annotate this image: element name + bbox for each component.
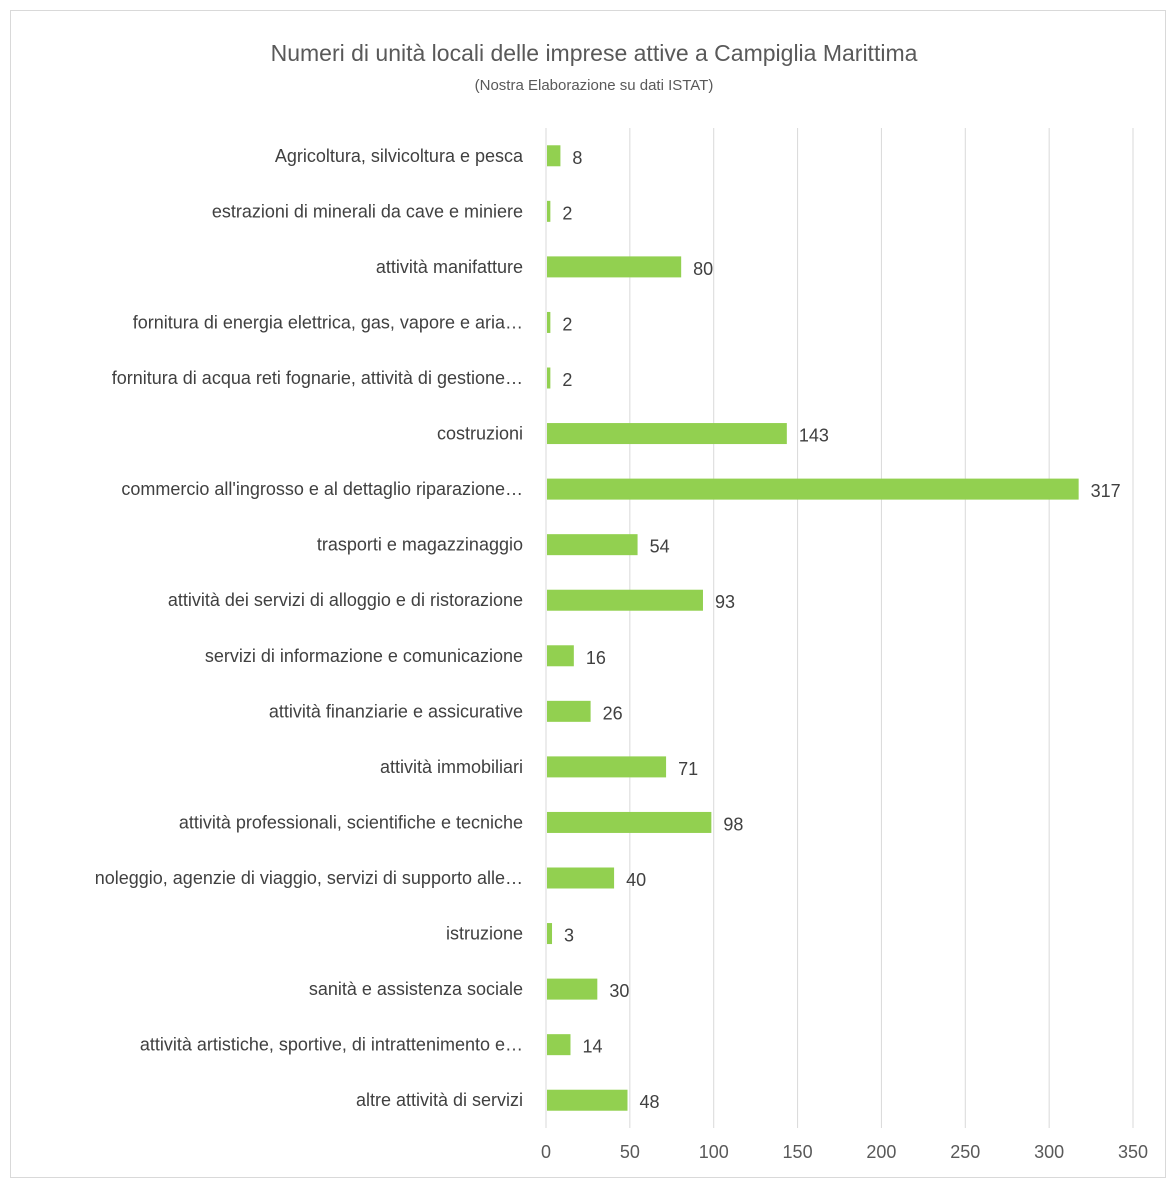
category-label: commercio all'ingrosso e al dettaglio ri… — [121, 479, 523, 499]
category-label: sanità e assistenza sociale — [309, 979, 523, 999]
data-label: 2 — [562, 370, 572, 390]
bar — [547, 1034, 571, 1056]
value-labels: 8 2 80 2 2 143 317 54 93 16 26 71 98 40 3 30 14 48 — [562, 148, 1120, 1112]
bar — [547, 978, 598, 1000]
data-label: 93 — [715, 592, 735, 612]
x-tick-label: 350 — [1118, 1142, 1148, 1162]
data-label: 2 — [562, 314, 572, 334]
bar — [547, 311, 551, 333]
bar — [547, 423, 787, 445]
bars — [547, 145, 1079, 1111]
bar — [547, 256, 682, 278]
x-tick-labels: 0 50 100 150 200 250 300 350 — [541, 1142, 1148, 1162]
bar — [547, 1089, 628, 1111]
category-labels: Agricoltura, silvicoltura e pesca estrazi… — [95, 146, 524, 1110]
x-tick-label: 300 — [1034, 1142, 1064, 1162]
category-label: attività professionali, scientifiche e t… — [179, 812, 523, 832]
bar — [547, 645, 574, 667]
chart-title: Numeri di unità locali delle imprese att… — [270, 40, 918, 66]
category-label: Agricoltura, silvicoltura e pesca — [275, 146, 524, 166]
category-label: istruzione — [446, 924, 523, 944]
category-label: attività manifatture — [376, 257, 523, 277]
category-label: fornitura di acqua reti fognarie, attivi… — [112, 368, 523, 388]
data-label: 98 — [723, 814, 743, 834]
x-tick-label: 100 — [699, 1142, 729, 1162]
category-label: costruzioni — [437, 424, 523, 444]
category-label: attività immobiliari — [380, 757, 523, 777]
category-label: trasporti e magazzinaggio — [317, 535, 523, 555]
bar — [547, 534, 638, 556]
bar — [547, 923, 553, 945]
x-tick-label: 50 — [620, 1142, 640, 1162]
x-tick-label: 250 — [950, 1142, 980, 1162]
bar — [547, 145, 561, 167]
x-tick-label: 0 — [541, 1142, 551, 1162]
bar — [547, 700, 591, 722]
data-label: 30 — [609, 981, 629, 1001]
data-label: 143 — [799, 426, 829, 446]
chart-subtitle: (Nostra Elaborazione su dati ISTAT) — [474, 77, 714, 94]
data-label: 80 — [693, 259, 713, 279]
data-label: 40 — [626, 870, 646, 890]
gridlines — [545, 128, 1134, 1128]
bar — [547, 811, 712, 833]
data-label: 16 — [586, 648, 606, 668]
data-label: 317 — [1091, 481, 1121, 501]
category-label: servizi di informazione e comunicazione — [205, 646, 523, 666]
category-label: altre attività di servizi — [356, 1090, 523, 1110]
x-tick-label: 200 — [866, 1142, 896, 1162]
data-label: 8 — [572, 148, 582, 168]
data-label: 48 — [640, 1092, 660, 1112]
data-label: 14 — [582, 1037, 602, 1057]
bar — [547, 867, 615, 889]
data-label: 26 — [603, 703, 623, 723]
x-tick-label: 150 — [783, 1142, 813, 1162]
bar — [547, 589, 703, 611]
bar — [547, 200, 551, 222]
category-label: estrazioni di minerali da cave e miniere — [212, 201, 523, 221]
bar — [547, 756, 667, 778]
data-label: 54 — [650, 537, 670, 557]
data-label: 3 — [564, 926, 574, 946]
category-label: attività artistiche, sportive, di intrat… — [140, 1035, 523, 1055]
bar — [547, 367, 551, 389]
category-label: attività dei servizi di alloggio e di ri… — [168, 590, 523, 610]
category-label: attività finanziarie e assicurative — [269, 701, 523, 721]
data-label: 2 — [562, 203, 572, 223]
bar — [547, 478, 1079, 500]
category-label: noleggio, agenzie di viaggio, servizi di… — [95, 868, 523, 888]
category-label: fornitura di energia elettrica, gas, vap… — [133, 312, 523, 332]
data-label: 71 — [678, 759, 698, 779]
